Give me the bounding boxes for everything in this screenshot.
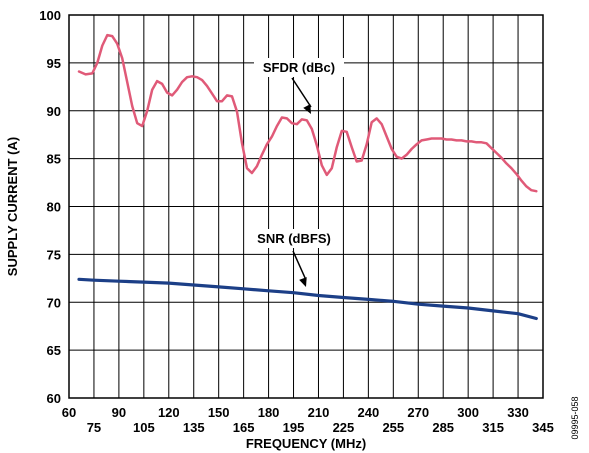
y-tick-label: 100 [39, 8, 61, 23]
x-tick-label: 330 [507, 405, 529, 420]
y-axis-title: SUPPLY CURRENT (A) [5, 137, 20, 276]
x-tick-label: 270 [407, 405, 429, 420]
y-tick-label: 65 [47, 343, 61, 358]
x-tick-labels: 60 90 120 150 180 210 240 270 300 330 75 105 135 165 1… [62, 405, 554, 435]
y-tick-label: 70 [47, 295, 61, 310]
series-line-0 [77, 33, 538, 193]
annotation-background [249, 229, 339, 248]
x-tick-label: 300 [457, 405, 479, 420]
x-tick-label: 90 [112, 405, 126, 420]
x-axis-title: FREQUENCY (MHz) [246, 436, 366, 451]
y-tick-labels: 60 65 70 75 80 85 90 95 100 [39, 8, 61, 406]
x-tick-label: 210 [308, 405, 330, 420]
annotation-background [254, 58, 344, 77]
series-annotation-label: SNR (dBFS) [257, 231, 331, 246]
series-annotation-label: SFDR (dBc) [263, 60, 335, 75]
x-tick-label: 345 [532, 420, 554, 435]
x-tick-label: 180 [258, 405, 280, 420]
y-tick-label: 60 [47, 391, 61, 406]
x-tick-label: 75 [87, 420, 101, 435]
x-tick-label: 255 [382, 420, 404, 435]
annotation-arrowhead [299, 277, 307, 287]
x-tick-label: 150 [208, 405, 230, 420]
x-tick-label: 315 [482, 420, 504, 435]
y-tick-label: 90 [47, 104, 61, 119]
x-tick-label: 105 [133, 420, 155, 435]
annotation-leader-line [292, 250, 307, 281]
series-layer [77, 33, 538, 321]
y-tick-label: 95 [47, 56, 61, 71]
x-tick-label: 195 [283, 420, 305, 435]
annotation-arrowhead [303, 104, 311, 114]
y-tick-label: 80 [47, 200, 61, 215]
x-tick-label: 240 [358, 405, 380, 420]
annotation-leader-line [291, 77, 312, 108]
y-tick-label: 75 [47, 247, 61, 262]
x-tick-label: 285 [432, 420, 454, 435]
annotations: SFDR (dBc) SNR (dBFS) [249, 58, 344, 287]
plot-frame [68, 14, 544, 399]
x-tick-label: 60 [62, 405, 76, 420]
y-tick-label: 85 [47, 152, 61, 167]
x-tick-label: 225 [333, 420, 355, 435]
series-line-1 [77, 277, 538, 321]
x-tick-label: 135 [183, 420, 205, 435]
x-tick-label: 120 [158, 405, 180, 420]
figure-id: 09995-058 [570, 396, 580, 439]
x-tick-label: 165 [233, 420, 255, 435]
